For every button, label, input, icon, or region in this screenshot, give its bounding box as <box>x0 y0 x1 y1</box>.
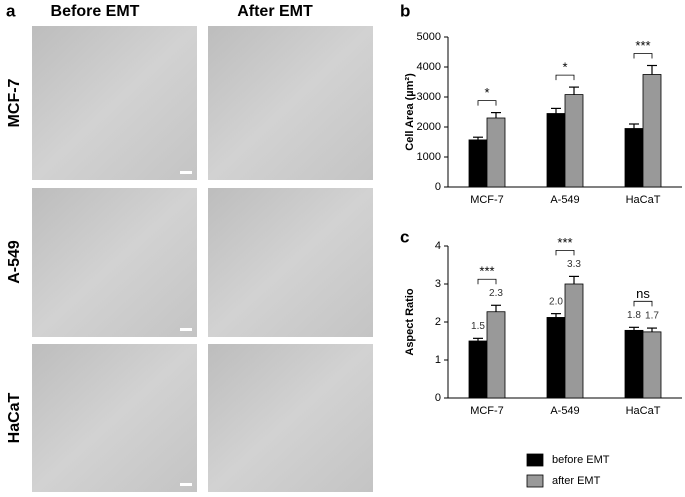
micrograph <box>208 344 373 492</box>
bar <box>546 113 566 188</box>
micrograph <box>32 344 197 492</box>
y-tick-label: 0 <box>435 181 441 193</box>
y-tick-label: 3000 <box>417 91 441 103</box>
significance-bracket <box>633 53 653 59</box>
bar <box>486 117 506 188</box>
significance-label: *** <box>479 264 494 279</box>
significance-label: *** <box>557 235 572 250</box>
significance-bracket <box>555 250 575 256</box>
bar <box>624 329 644 399</box>
legend-swatch <box>526 474 544 488</box>
bar-annotation: 1.8 <box>627 310 641 321</box>
significance-label: ns <box>636 286 650 301</box>
x-tick-label: MCF-7 <box>470 405 504 417</box>
bar <box>642 74 662 188</box>
y-tick-label: 4000 <box>417 61 441 73</box>
x-tick-label: A-549 <box>550 194 579 206</box>
significance-bracket <box>477 278 497 285</box>
bar-annotation: 2.3 <box>489 288 503 299</box>
micrograph <box>208 188 373 337</box>
micrographs <box>32 26 373 492</box>
significance-bracket <box>633 300 653 307</box>
x-tick-label: MCF-7 <box>470 194 504 206</box>
bar <box>564 283 584 399</box>
y-tick-label: 4 <box>435 240 441 252</box>
bar-annotation: 1.7 <box>645 311 659 322</box>
bar <box>624 128 644 188</box>
bar <box>546 317 566 399</box>
micrograph <box>208 26 373 180</box>
legend-swatch <box>526 453 544 467</box>
significance-bracket <box>477 100 497 106</box>
significance-label: * <box>484 85 489 100</box>
row-label: A-549 <box>6 240 23 284</box>
y-tick-label: 2 <box>435 316 441 328</box>
scale-bar <box>180 483 192 486</box>
y-tick-label: 2000 <box>417 121 441 133</box>
scale-bar <box>180 328 192 331</box>
y-tick-label: 1 <box>435 354 441 366</box>
x-tick-label: A-549 <box>550 405 579 417</box>
bar-annotation: 2.0 <box>549 296 563 307</box>
micrograph <box>32 188 197 337</box>
x-tick-label: HaCaT <box>626 194 661 206</box>
legend-label: after EMT <box>552 475 601 487</box>
panel-label: b <box>400 1 410 20</box>
y-tick-label: 3 <box>435 278 441 290</box>
legend-label: before EMT <box>552 454 610 466</box>
y-tick-label: 5000 <box>417 31 441 43</box>
significance-label: *** <box>635 38 650 53</box>
bar <box>642 331 662 399</box>
bar <box>468 340 488 399</box>
y-axis-label: Aspect Ratio <box>404 288 416 356</box>
panel-label: c <box>400 227 409 246</box>
bar-annotation: 3.3 <box>567 259 581 270</box>
row-label: HaCaT <box>6 392 23 443</box>
y-axis-label: Cell Area (µm²) <box>404 73 416 151</box>
significance-bracket <box>555 74 575 81</box>
bar-annotation: 1.5 <box>471 321 485 332</box>
micrograph <box>32 26 197 180</box>
column-header: After EMT <box>237 3 313 20</box>
significance-label: * <box>562 60 567 75</box>
x-tick-label: HaCaT <box>626 405 661 417</box>
bar <box>468 139 488 188</box>
row-label: MCF-7 <box>6 78 23 127</box>
bar <box>564 94 584 188</box>
panel-label: a <box>6 1 16 20</box>
column-header: Before EMT <box>51 3 140 20</box>
scale-bar <box>180 171 192 174</box>
y-tick-label: 0 <box>435 392 441 404</box>
y-tick-label: 1000 <box>417 151 441 163</box>
bar <box>486 311 506 399</box>
